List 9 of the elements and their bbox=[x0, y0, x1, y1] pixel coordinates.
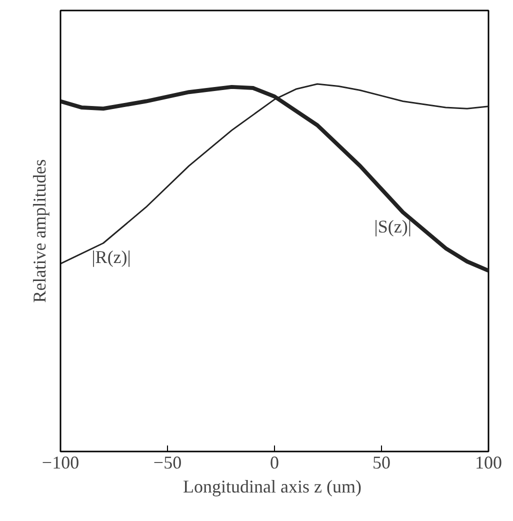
x-tick-label: 100 bbox=[475, 452, 502, 472]
series-label: |S(z)| bbox=[374, 216, 412, 236]
series-label: |R(z)| bbox=[92, 247, 131, 268]
x-axis-title: Longitudinal axis z (um) bbox=[183, 476, 362, 496]
x-tick-label: −100 bbox=[42, 452, 80, 472]
x-tick-label: −50 bbox=[153, 452, 182, 472]
y-axis-title: Relative amplitudes bbox=[30, 159, 50, 303]
x-tick-label: 0 bbox=[270, 452, 279, 472]
x-tick-label: 50 bbox=[372, 452, 390, 472]
